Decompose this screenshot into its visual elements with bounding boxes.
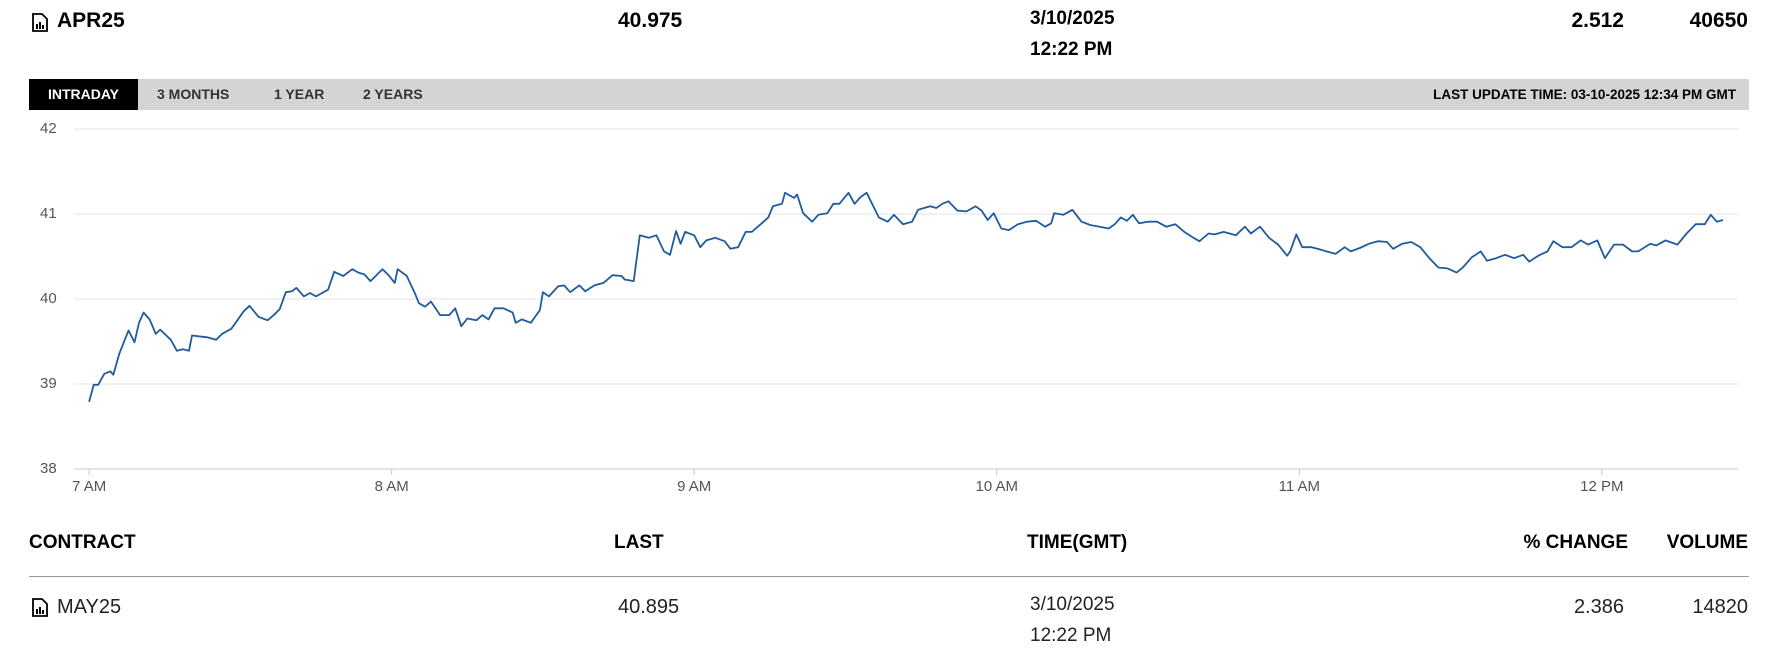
x-tick-label: 10 AM — [975, 478, 1018, 495]
row-change: 2.386 — [1573, 596, 1624, 618]
tab[interactable]: INTRADAY — [29, 79, 138, 110]
x-tick-label: 8 AM — [375, 478, 409, 495]
column-header: TIME(GMT) — [1027, 532, 1128, 553]
tab-bar: INTRADAY 3 MONTHS 1 YEAR 2 YEARS LAST UP… — [29, 79, 1749, 110]
y-tick-label: 38 — [40, 460, 57, 477]
contract-icon — [32, 598, 48, 617]
change: 2.512 — [1571, 9, 1624, 32]
column-header: LAST — [614, 532, 664, 553]
y-tick-label: 42 — [40, 120, 57, 137]
y-tick-label: 41 — [40, 205, 57, 222]
column-header: % CHANGE — [1523, 532, 1628, 553]
last-price: 40.975 — [618, 9, 683, 32]
row-last: 40.895 — [618, 596, 680, 618]
x-tick-label: 7 AM — [72, 478, 106, 495]
row-date: 3/10/2025 — [1030, 594, 1115, 615]
tab[interactable]: 2 YEARS — [363, 86, 423, 102]
row-time: 12:22 PM — [1030, 625, 1112, 646]
volume: 40650 — [1689, 9, 1748, 32]
column-header: CONTRACT — [29, 532, 136, 553]
tab[interactable]: 3 MONTHS — [157, 86, 230, 102]
contract[interactable]: APR25 — [57, 9, 125, 32]
y-tick-label: 39 — [40, 375, 57, 392]
y-tick-label: 40 — [40, 290, 57, 307]
date: 3/10/2025 — [1030, 8, 1115, 29]
x-tick-label: 11 AM — [1279, 478, 1320, 495]
x-tick-label: 9 AM — [677, 478, 711, 495]
contract-icon — [32, 13, 48, 32]
last-update: LAST UPDATE TIME: 03-10-2025 12:34 PM GM… — [1433, 87, 1736, 102]
divider — [29, 576, 1749, 577]
row-volume: 14820 — [1692, 596, 1748, 618]
price-line — [88, 191, 1724, 403]
chart: 38 39 40 41 42 7 AM 8 AM 9 AM 10 AM 11 AM 12 PM — [40, 120, 1738, 495]
row-contract[interactable]: MAY25 — [57, 596, 122, 618]
column-header: VOLUME — [1666, 532, 1748, 553]
time: 12:22 PM — [1030, 39, 1113, 60]
tab[interactable]: 1 YEAR — [274, 86, 325, 102]
x-tick-label: 12 PM — [1580, 478, 1623, 495]
